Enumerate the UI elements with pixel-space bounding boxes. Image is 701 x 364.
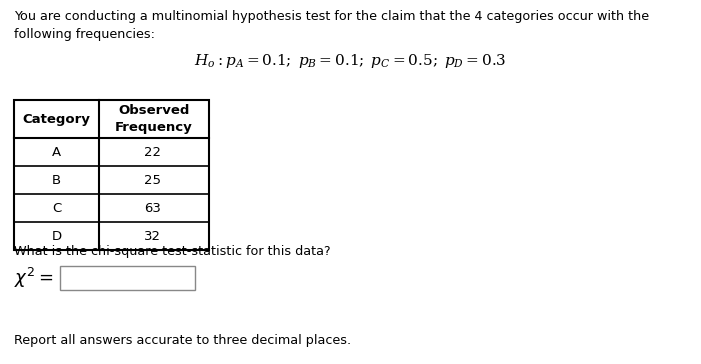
- Text: What is the chi-square test-statistic for this data?: What is the chi-square test-statistic fo…: [14, 245, 331, 258]
- Text: Report all answers accurate to three decimal places.: Report all answers accurate to three dec…: [14, 334, 351, 347]
- Text: 25: 25: [144, 174, 161, 186]
- Text: D: D: [51, 229, 62, 242]
- Text: You are conducting a multinomial hypothesis test for the claim that the 4 catego: You are conducting a multinomial hypothe…: [14, 10, 649, 23]
- Text: A: A: [52, 146, 61, 158]
- Text: C: C: [52, 202, 61, 214]
- Text: 32: 32: [144, 229, 161, 242]
- Bar: [14, 100, 209, 250]
- Text: Category: Category: [22, 112, 90, 126]
- Bar: [60, 266, 195, 290]
- Text: 22: 22: [144, 146, 161, 158]
- Text: $H_o : p_A = 0.1; \; p_B = 0.1; \; p_C = 0.5; \; p_D = 0.3$: $H_o : p_A = 0.1; \; p_B = 0.1; \; p_C =…: [193, 52, 506, 70]
- Text: 63: 63: [144, 202, 161, 214]
- Text: Observed
Frequency: Observed Frequency: [115, 104, 193, 134]
- Text: following frequencies:: following frequencies:: [14, 28, 155, 41]
- Text: B: B: [52, 174, 61, 186]
- Text: $\chi^2 =$: $\chi^2 =$: [14, 266, 53, 290]
